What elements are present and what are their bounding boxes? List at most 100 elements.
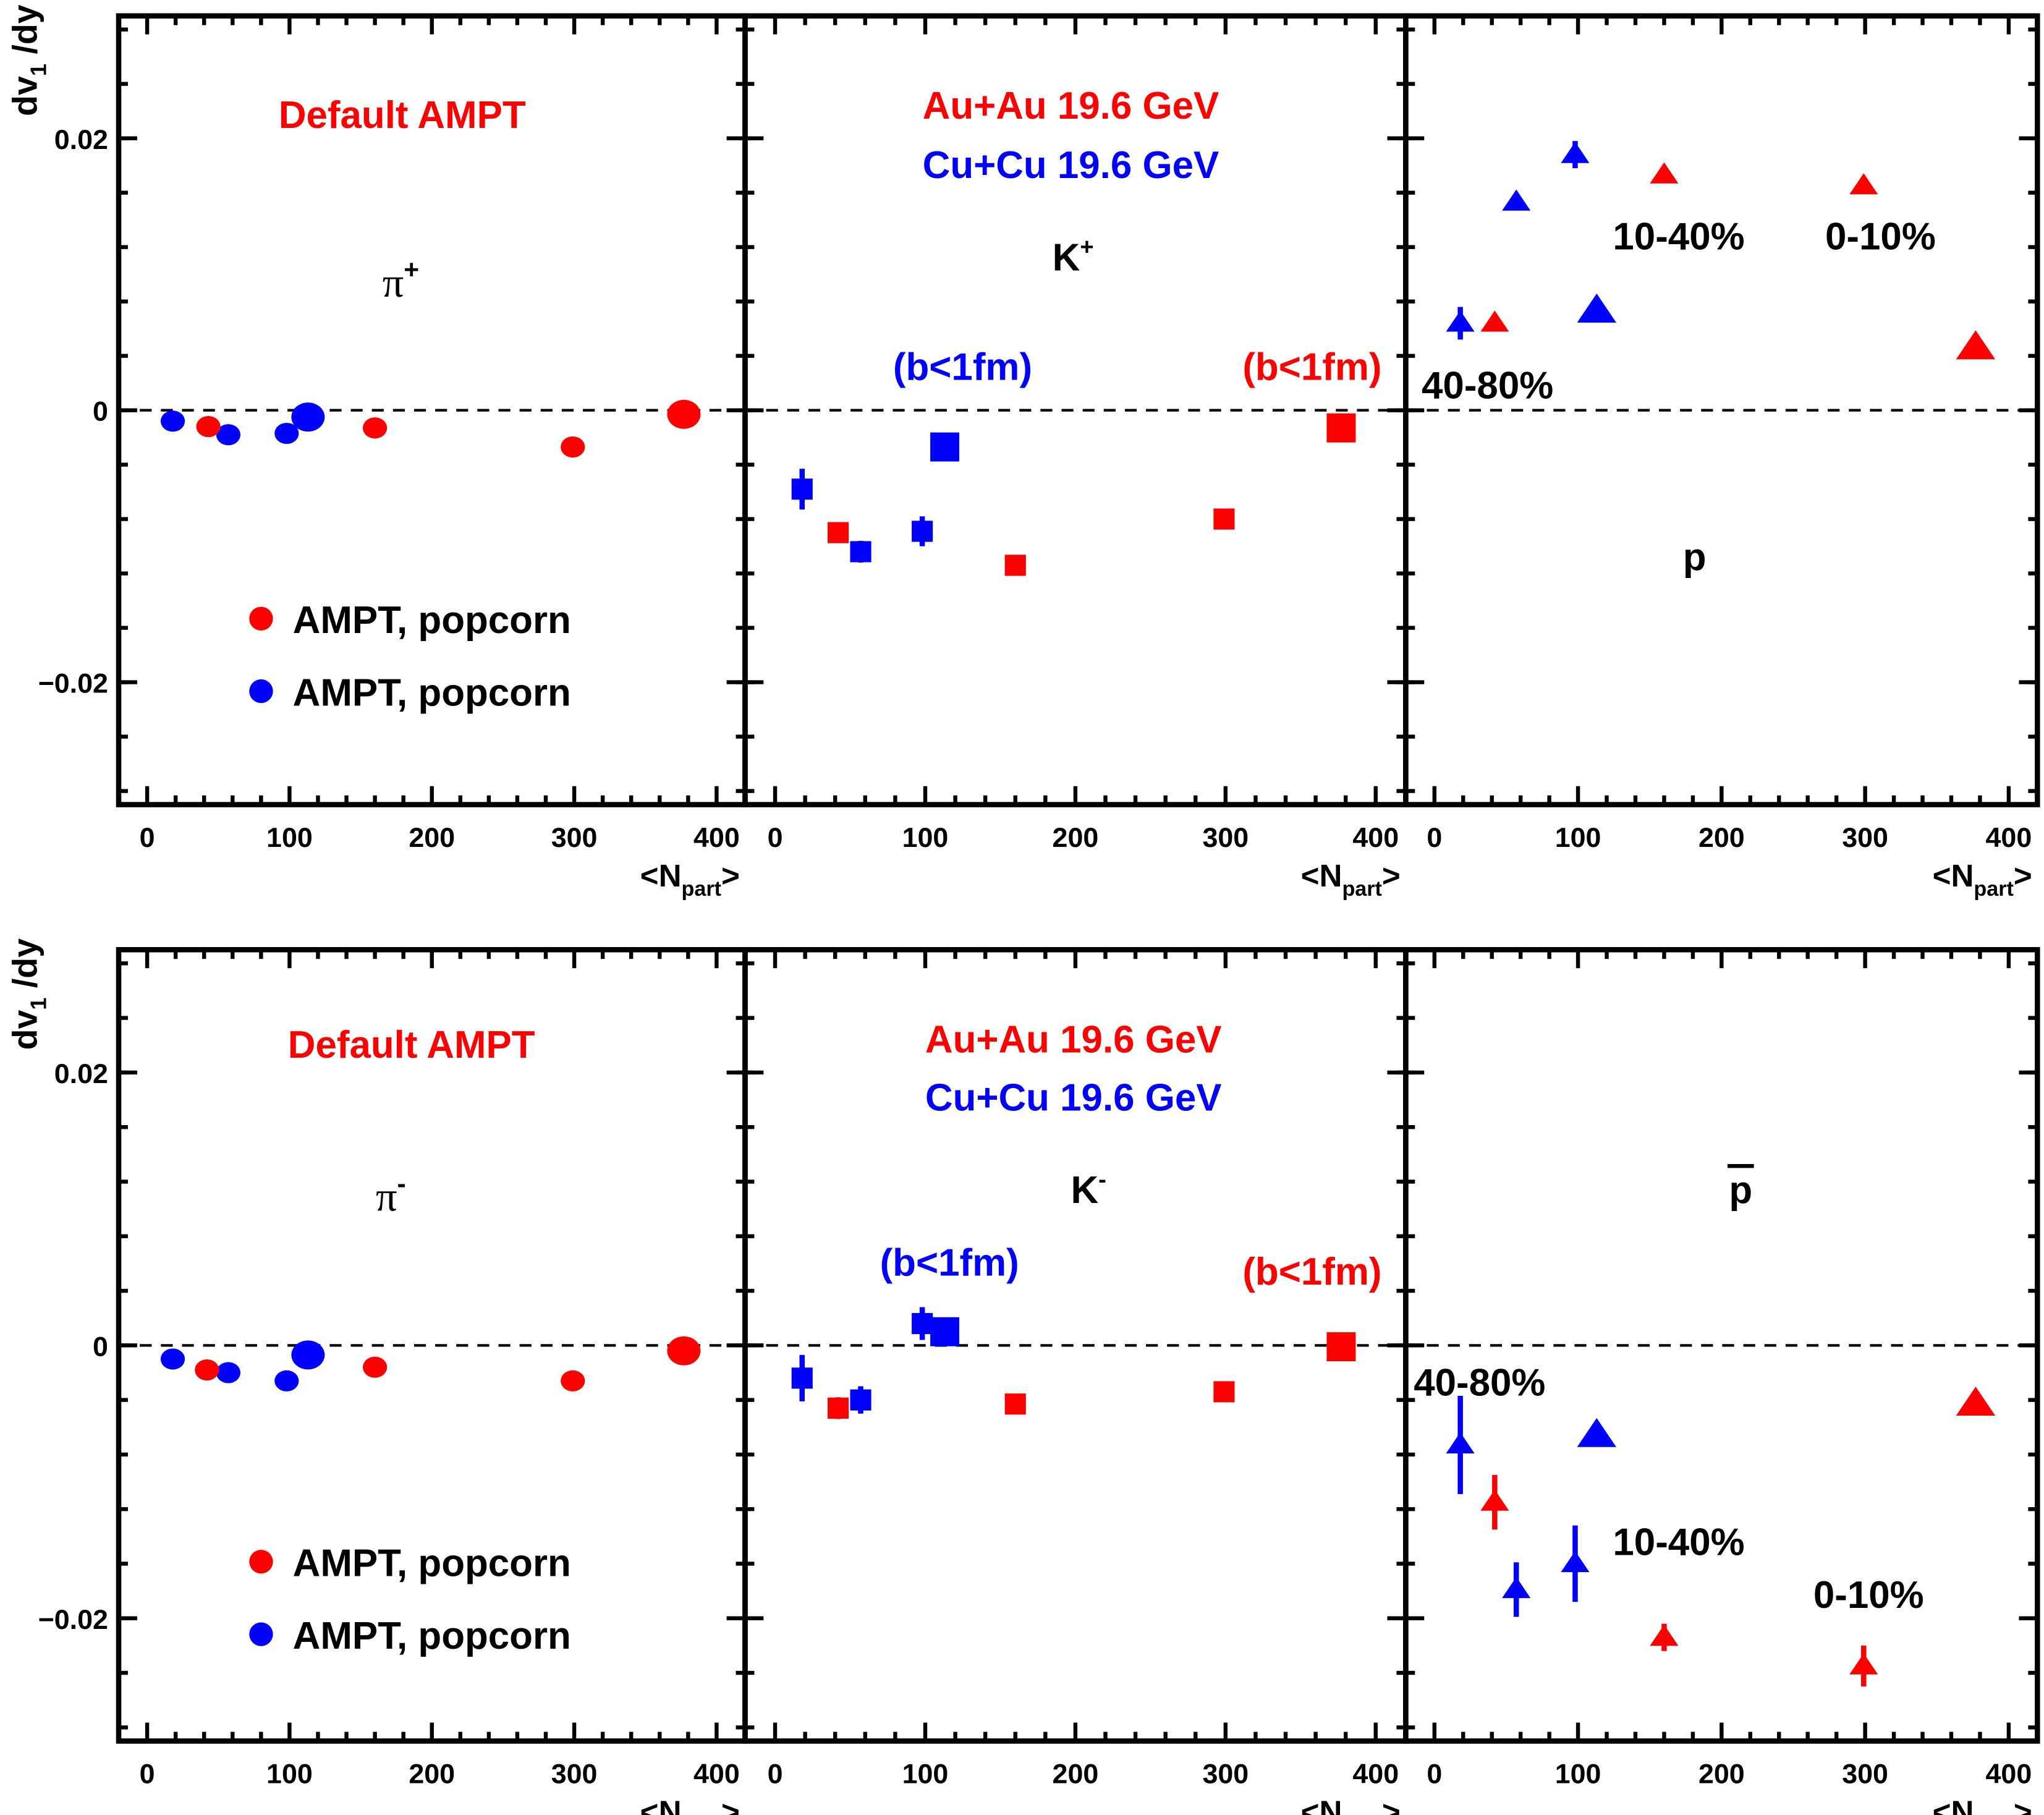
x-tick-label: 100 (266, 1759, 313, 1790)
data-point (561, 1370, 585, 1392)
data-point (362, 1356, 388, 1378)
data-point (1956, 1387, 1996, 1416)
data-point (828, 1397, 849, 1419)
data-point (1650, 1625, 1679, 1646)
x-axis-title: <Npart> (1933, 858, 2032, 901)
particle-label: π+ (383, 255, 419, 306)
data-point (1004, 1393, 1026, 1415)
panel-frame (1403, 13, 2040, 807)
x-tick-label: 200 (1053, 1759, 1099, 1790)
data-point (216, 424, 240, 446)
panel-frame (742, 13, 1409, 807)
x-axis-title: <Npart> (1301, 858, 1401, 901)
data-point (1577, 1418, 1616, 1447)
panel: 0 100 200 300 400 0.02 0 −0.02 <Npart> (38, 947, 748, 1815)
data-point (930, 1317, 960, 1346)
data-point (1480, 1489, 1509, 1511)
legend-label-blue: AMPT, popcorn (293, 1615, 571, 1657)
data-point (850, 1389, 871, 1411)
data-point (912, 521, 933, 542)
b-label-blue: (b<1fm) (893, 346, 1032, 389)
y-tick-label: −0.02 (38, 1604, 108, 1635)
data-point (912, 1312, 933, 1335)
particle-label: p (1729, 1169, 1752, 1212)
x-tick-label: 100 (902, 1759, 949, 1790)
data-point (1326, 413, 1356, 443)
x-tick-label: 200 (409, 822, 455, 853)
b-label-red: (b<1fm) (1242, 346, 1381, 389)
x-tick-label: 100 (902, 822, 949, 853)
panel: 0 100 200 300 400 0.02 0 −0.02 <Npart> (38, 13, 748, 901)
particle-label: K- (1071, 1166, 1106, 1212)
data-point (1004, 555, 1026, 576)
x-axis-title: <Npart> (640, 1795, 740, 1815)
legend-marker-red (249, 1550, 273, 1574)
x-axis-title: <Npart> (1933, 1795, 2032, 1815)
default-ampt-label: Default AMPT (288, 1024, 535, 1066)
data-point (274, 422, 299, 444)
data-point (1849, 1653, 1878, 1675)
data-point (1326, 1332, 1356, 1362)
x-tick-label: 300 (1202, 1759, 1249, 1790)
data-point (850, 541, 871, 563)
y-tick-label: −0.02 (38, 668, 108, 699)
centrality-label: 10-40% (1613, 1521, 1744, 1564)
x-tick-label: 400 (1352, 1759, 1399, 1790)
data-point (1213, 508, 1235, 530)
x-tick-label: 400 (693, 822, 740, 853)
x-tick-label: 400 (1352, 822, 1399, 853)
y-tick-label: 0 (93, 1331, 108, 1362)
x-axis-title: <Npart> (1301, 1795, 1401, 1815)
data-point (930, 432, 960, 462)
auau-label: Au+Au 19.6 GeV (923, 85, 1219, 127)
data-point (791, 478, 813, 500)
b-label-red: (b<1fm) (1242, 1251, 1381, 1293)
x-tick-label: 400 (1986, 1759, 2032, 1790)
x-tick-label: 300 (1842, 1759, 1888, 1790)
data-point (291, 402, 325, 432)
data-point (1577, 293, 1616, 323)
panel: 0 100 200 300 400 <Npart> (1403, 13, 2040, 901)
b-label-blue: (b<1fm) (880, 1241, 1019, 1284)
y-axis-title: dv1 /dy (6, 4, 51, 116)
data-point (274, 1370, 299, 1392)
legend-label-blue: AMPT, popcorn (293, 672, 571, 715)
y-tick-label: 0 (93, 396, 108, 427)
data-point (1502, 1576, 1531, 1599)
panel-frame (742, 947, 1409, 1744)
x-tick-label: 100 (1555, 1759, 1601, 1790)
data-point (216, 1362, 240, 1384)
data-point (1446, 310, 1475, 332)
data-point (196, 415, 221, 438)
data-point (160, 410, 185, 432)
x-tick-label: 100 (1555, 822, 1601, 853)
cucu-label: Cu+Cu 19.6 GeV (923, 144, 1219, 187)
panel: 0 100 200 300 400 <Npart> (742, 13, 1409, 901)
data-point (195, 1359, 219, 1381)
legend-marker-red (249, 606, 273, 631)
x-tick-label: 300 (551, 1759, 598, 1790)
data-point (1480, 310, 1509, 332)
x-tick-label: 300 (1842, 822, 1888, 853)
data-point (1561, 142, 1590, 163)
data-point (791, 1367, 813, 1389)
x-tick-label: 200 (1053, 822, 1099, 853)
particle-label: K+ (1053, 234, 1094, 279)
y-tick-label: 0.02 (54, 1058, 108, 1089)
auau-label: Au+Au 19.6 GeV (925, 1019, 1222, 1061)
centrality-label: 0-10% (1813, 1574, 1924, 1617)
centrality-label: 40-80% (1422, 364, 1553, 407)
y-axis-title: dv1 /dy (6, 938, 51, 1050)
x-tick-label: 300 (1202, 822, 1249, 853)
data-point (828, 522, 849, 543)
particle-label: π- (376, 1169, 406, 1220)
legend-label-red: AMPT, popcorn (293, 599, 571, 642)
data-point (1213, 1381, 1235, 1403)
x-tick-label: 200 (1698, 822, 1745, 853)
panel-frame (1403, 947, 2040, 1744)
x-tick-label: 300 (551, 822, 598, 853)
y-tick-label: 0.02 (54, 124, 108, 155)
x-tick-label: 200 (409, 1759, 455, 1790)
x-tick-label: 400 (693, 1759, 740, 1790)
x-tick-label: 0 (1427, 822, 1442, 853)
